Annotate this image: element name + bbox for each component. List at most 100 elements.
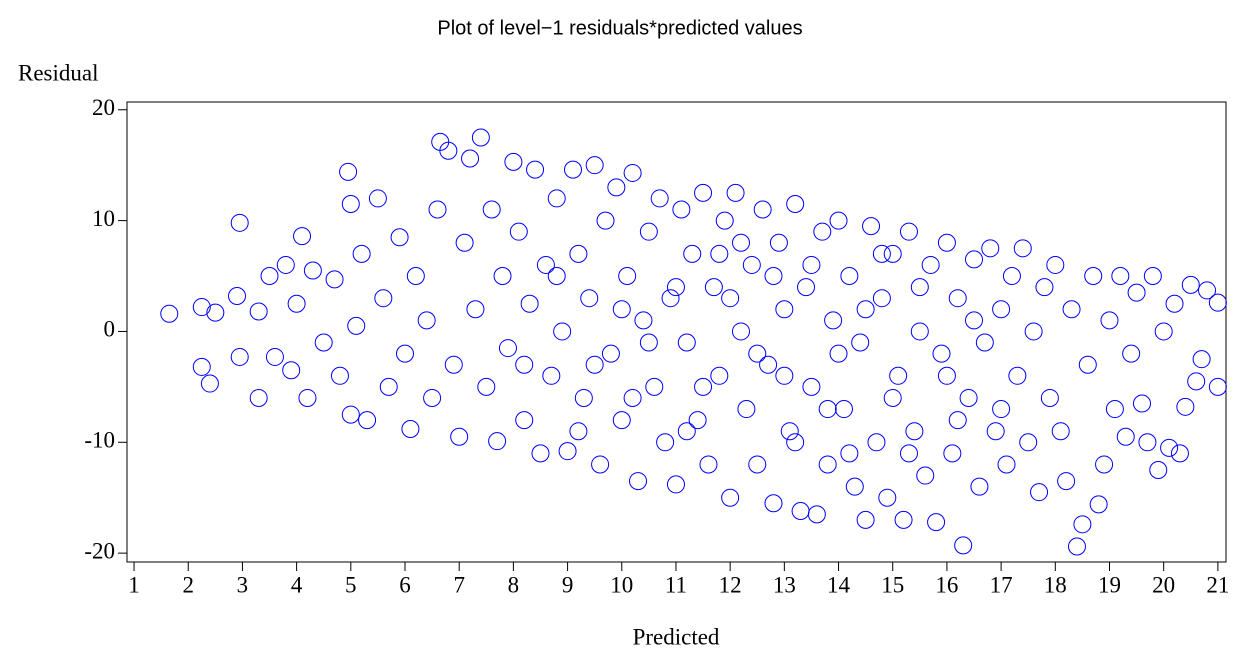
- point: [916, 466, 935, 485]
- point: [937, 366, 956, 385]
- point: [347, 316, 366, 335]
- point: [775, 300, 794, 319]
- x-axis-label: Predicted: [633, 624, 720, 649]
- point: [607, 178, 626, 197]
- point: [677, 333, 696, 352]
- point: [764, 267, 783, 286]
- point: [791, 502, 810, 521]
- point: [585, 355, 604, 374]
- point: [536, 255, 555, 274]
- point: [1170, 444, 1189, 463]
- point: [786, 433, 805, 452]
- y-tick-label: -10: [84, 428, 115, 453]
- point: [1030, 483, 1049, 502]
- point: [466, 300, 485, 319]
- x-tick-label: 13: [773, 572, 796, 597]
- point: [737, 400, 756, 419]
- point: [341, 405, 360, 424]
- point: [623, 163, 642, 182]
- x-tick-label: 7: [453, 572, 465, 597]
- point: [721, 488, 740, 507]
- y-axis-label: Residual: [18, 60, 99, 85]
- point: [547, 267, 566, 286]
- point: [639, 333, 658, 352]
- point: [975, 333, 994, 352]
- point: [965, 250, 984, 269]
- point: [970, 477, 989, 496]
- point: [325, 270, 344, 289]
- point: [731, 322, 750, 341]
- point: [1019, 433, 1038, 452]
- point: [206, 303, 225, 322]
- point: [314, 333, 333, 352]
- point: [666, 475, 685, 494]
- point: [921, 255, 940, 274]
- point: [943, 444, 962, 463]
- point: [192, 298, 211, 317]
- x-tick-label: 9: [562, 572, 574, 597]
- point: [927, 513, 946, 532]
- point: [1127, 283, 1146, 302]
- point: [905, 422, 924, 441]
- point: [726, 183, 745, 202]
- point: [639, 222, 658, 241]
- point: [1176, 397, 1195, 416]
- point: [802, 255, 821, 274]
- point: [192, 357, 211, 376]
- point: [677, 422, 696, 441]
- point: [948, 289, 967, 308]
- point: [265, 347, 284, 366]
- point: [423, 388, 442, 407]
- point: [721, 289, 740, 308]
- point: [899, 222, 918, 241]
- point: [1046, 255, 1065, 274]
- point: [455, 233, 474, 252]
- point: [547, 189, 566, 208]
- x-tick-label: 3: [237, 572, 249, 597]
- point: [249, 388, 268, 407]
- x-tick-label: 11: [665, 572, 687, 597]
- point: [612, 300, 631, 319]
- point: [276, 255, 295, 274]
- point: [981, 239, 1000, 258]
- point: [1181, 275, 1200, 294]
- point: [872, 244, 891, 263]
- point: [1008, 366, 1027, 385]
- point: [249, 302, 268, 321]
- point: [1024, 322, 1043, 341]
- point: [1154, 322, 1173, 341]
- point: [488, 432, 507, 451]
- point: [515, 355, 534, 374]
- point: [1051, 422, 1070, 441]
- point: [694, 377, 713, 396]
- point: [482, 200, 501, 219]
- point: [786, 194, 805, 213]
- point: [829, 344, 848, 363]
- point: [894, 510, 913, 529]
- point: [282, 361, 301, 380]
- point: [829, 211, 848, 230]
- point: [997, 455, 1016, 474]
- point: [986, 422, 1005, 441]
- point: [769, 233, 788, 252]
- point: [1035, 278, 1054, 297]
- point: [699, 455, 718, 474]
- point: [531, 444, 550, 463]
- point: [574, 388, 593, 407]
- point: [759, 355, 778, 374]
- point: [1073, 515, 1092, 534]
- point: [824, 311, 843, 330]
- y-tick-label: 0: [104, 317, 116, 342]
- point: [618, 267, 637, 286]
- point: [341, 194, 360, 213]
- point: [444, 355, 463, 374]
- point: [1122, 344, 1141, 363]
- point: [379, 377, 398, 396]
- point: [851, 333, 870, 352]
- point: [461, 149, 480, 168]
- point: [883, 388, 902, 407]
- point: [883, 244, 902, 263]
- point: [580, 289, 599, 308]
- point: [818, 455, 837, 474]
